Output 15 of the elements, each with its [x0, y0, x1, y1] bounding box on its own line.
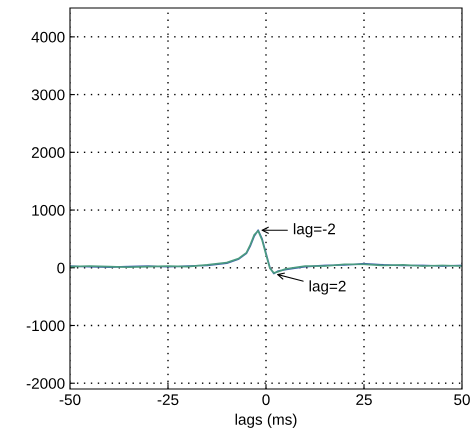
x-tick-label: 0: [262, 394, 270, 406]
y-tick-label: 1000: [32, 204, 65, 216]
y-tick-label: 4000: [32, 32, 65, 43]
annotation: lag=-2: [294, 223, 336, 238]
x-axis-title: lags (ms): [236, 414, 296, 428]
y-tick-label: 0: [57, 262, 65, 274]
y-tick-label: -1000: [26, 320, 65, 332]
y-tick-label: 2000: [32, 147, 65, 158]
x-tick-label: -50: [60, 394, 80, 406]
x-tick-label: -25: [158, 394, 178, 406]
y-tick-label: 3000: [32, 89, 65, 100]
y-tick-label: -2000: [26, 378, 65, 389]
x-tick-label: 25: [356, 394, 372, 406]
x-tick-label: 50: [454, 394, 470, 406]
annotation: lag=2: [310, 280, 346, 295]
